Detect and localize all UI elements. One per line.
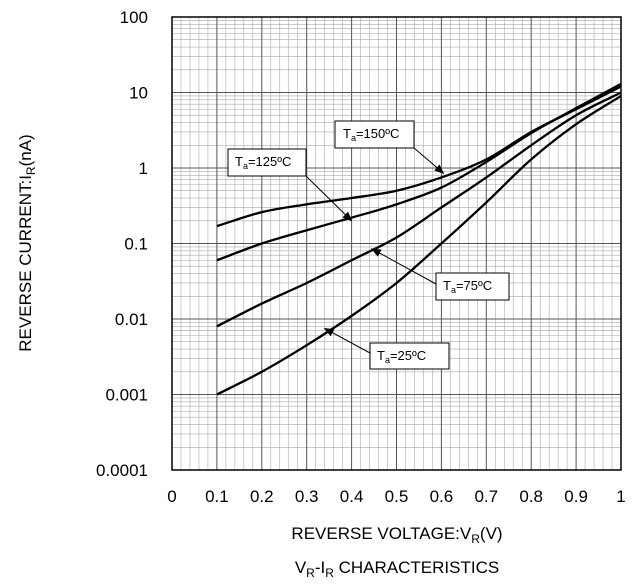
x-tick-label: 1 <box>616 487 625 506</box>
chart-title-i: -I <box>315 558 325 577</box>
annotation-leader-1 <box>305 175 353 222</box>
y-axis-label-sub: R <box>24 166 38 175</box>
annotation-box-3 <box>369 342 450 370</box>
annotation-label-sub: a <box>243 161 248 171</box>
annotation-label-3: Ta=25ºC <box>377 348 426 365</box>
annotation-label-sub: a <box>351 133 356 143</box>
annotation-label-temp: =75ºC <box>456 278 492 293</box>
series-line-2 <box>216 91 622 328</box>
annotation-label-1: Ta=125ºC <box>235 154 291 171</box>
annotation-label-t: T <box>343 126 351 141</box>
x-axis-label: REVERSE VOLTAGE:VR(V) <box>291 524 502 546</box>
curves <box>216 82 622 396</box>
y-tick-label: 0.1 <box>124 235 148 254</box>
x-tick-label: 0.1 <box>205 487 229 506</box>
y-axis-label-unit: (nA) <box>16 134 35 166</box>
x-tick-label: 0.5 <box>385 487 409 506</box>
x-tick-label: 0.6 <box>430 487 454 506</box>
annotation-label-temp: =150ºC <box>356 126 399 141</box>
y-tick-labels: 0.0001 0.001 0.01 0.1 1 10 100 <box>96 8 148 480</box>
chart-title-sub2: R <box>325 566 334 580</box>
plot-frame <box>171 16 622 471</box>
x-tick-label: 0.2 <box>250 487 274 506</box>
annotation-box-0 <box>334 120 415 149</box>
annotation-box-1 <box>227 148 307 177</box>
x-tick-label: 0 <box>167 487 176 506</box>
annotation-leader-2 <box>370 248 437 285</box>
x-tick-labels: 0 0.1 0.2 0.3 0.4 0.5 0.6 0.7 0.8 0.9 1 <box>167 487 625 506</box>
annotation-box-2 <box>435 272 510 301</box>
x-tick-label: 0.4 <box>340 487 364 506</box>
chart-title-sub1: R <box>306 566 315 580</box>
chart-title: VR-IR CHARACTERISTICS <box>295 558 499 580</box>
chart-title-v: V <box>295 558 307 577</box>
annotation-label-sub: a <box>451 285 456 295</box>
x-tick-label: 0.3 <box>295 487 319 506</box>
annotation-label-temp: =125ºC <box>248 154 291 169</box>
annotation-leader-3 <box>323 327 371 354</box>
annotation-label-0: Ta=150ºC <box>343 126 399 143</box>
y-axis-label-main: REVERSE CURRENT:I <box>16 175 35 352</box>
annotation-label-t: T <box>443 278 451 293</box>
y-tick-label: 100 <box>120 8 148 27</box>
series-line-3 <box>216 94 622 396</box>
x-tick-label: 0.9 <box>564 487 588 506</box>
annotation-label-2: Ta=75ºC <box>443 278 492 295</box>
y-tick-label: 0.001 <box>105 386 148 405</box>
y-axis-label: REVERSE CURRENT:IR(nA) <box>16 134 38 351</box>
annotation-label-t: T <box>377 348 385 363</box>
y-tick-label: 1 <box>139 159 148 178</box>
annotation-label-temp: =25ºC <box>390 348 426 363</box>
x-axis-label-sub: R <box>471 532 480 546</box>
x-axis-label-main: REVERSE VOLTAGE:V <box>291 524 471 543</box>
series-line-1 <box>216 82 622 262</box>
y-tick-label: 10 <box>129 84 148 103</box>
annotation-label-t: T <box>235 154 243 169</box>
x-tick-label: 0.7 <box>474 487 498 506</box>
y-tick-label: 0.01 <box>115 310 148 329</box>
annotation-label-sub: a <box>385 355 390 365</box>
y-tick-label: 0.0001 <box>96 461 148 480</box>
x-axis-label-unit: (V) <box>480 524 503 543</box>
x-tick-label: 0.8 <box>519 487 543 506</box>
annotation-leader-0 <box>413 147 445 174</box>
chart-title-rest: CHARACTERISTICS <box>334 558 499 577</box>
